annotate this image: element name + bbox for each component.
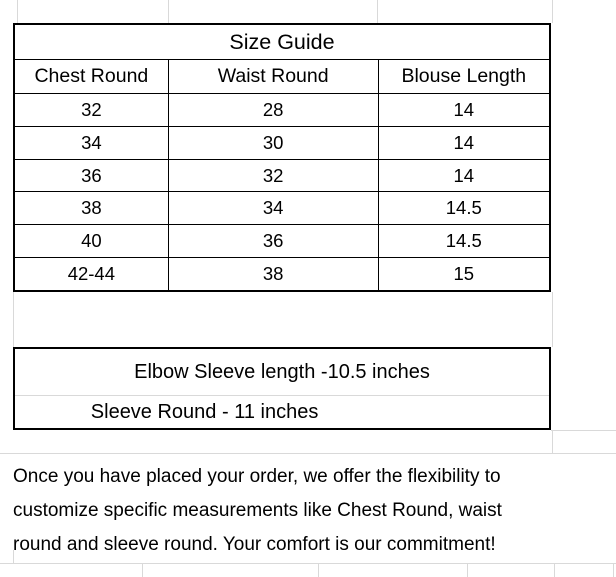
customization-note-line: round and sleeve round. Your comfort is … bbox=[13, 534, 496, 555]
cell-waist: 36 bbox=[167, 225, 378, 258]
cell-length: 14.5 bbox=[377, 225, 549, 258]
cell-length: 15 bbox=[377, 258, 549, 290]
size-guide-title: Size Guide bbox=[15, 25, 549, 60]
gridline bbox=[168, 0, 169, 23]
cell-chest: 38 bbox=[81, 197, 102, 219]
gridline bbox=[142, 563, 143, 577]
table-row: 38 34 14.5 bbox=[15, 191, 549, 225]
table-row: 34 30 14 bbox=[15, 125, 549, 159]
cell-length: 14 bbox=[377, 126, 549, 159]
gridline bbox=[17, 0, 18, 23]
gridline bbox=[552, 0, 553, 23]
gridline bbox=[551, 430, 616, 431]
column-header-chest-round: Chest Round bbox=[34, 65, 149, 87]
cell-waist: 38 bbox=[167, 258, 378, 290]
cell-chest: 32 bbox=[81, 98, 102, 120]
cell-waist: 30 bbox=[167, 126, 378, 159]
cell-chest: 34 bbox=[81, 131, 102, 153]
sleeve-round-row: Sleeve Round - 11 inches bbox=[15, 395, 549, 428]
column-header-blouse-length: Blouse Length bbox=[377, 60, 549, 93]
sleeve-round: Sleeve Round - 11 inches bbox=[90, 400, 319, 423]
cell-chest: 40 bbox=[81, 230, 102, 252]
gridline bbox=[467, 563, 468, 577]
table-row: 36 32 14 bbox=[15, 158, 549, 192]
table-row: 40 36 14.5 bbox=[15, 224, 549, 258]
gridline bbox=[0, 453, 616, 454]
gridline bbox=[0, 563, 616, 564]
elbow-sleeve-length: Elbow Sleeve length -10.5 inches bbox=[134, 360, 430, 383]
cell-chest: 36 bbox=[81, 164, 102, 186]
gridline bbox=[377, 0, 378, 23]
size-guide-table: Size Guide Chest Round Waist Round Blous… bbox=[13, 23, 551, 292]
gridline bbox=[554, 563, 555, 577]
size-guide-header-row: Chest Round Waist Round Blouse Length bbox=[15, 60, 549, 93]
customization-note: Once you have placed your order, we offe… bbox=[13, 460, 502, 562]
gridline bbox=[613, 563, 614, 577]
cell-chest: 42-44 bbox=[67, 263, 116, 285]
gridline bbox=[552, 430, 553, 453]
column-header-waist-round: Waist Round bbox=[167, 60, 378, 93]
cell-waist: 28 bbox=[167, 94, 378, 126]
cell-length: 14.5 bbox=[377, 192, 549, 225]
cell-waist: 32 bbox=[167, 159, 378, 192]
sleeve-info-box: Elbow Sleeve length -10.5 inches Sleeve … bbox=[13, 347, 551, 430]
cell-waist: 34 bbox=[167, 192, 378, 225]
cell-length: 14 bbox=[377, 94, 549, 126]
gridline bbox=[13, 550, 14, 563]
customization-note-line: Once you have placed your order, we offe… bbox=[13, 466, 501, 487]
gridline bbox=[552, 292, 553, 347]
cell-length: 14 bbox=[377, 159, 549, 192]
table-row: 42-44 38 15 bbox=[15, 257, 549, 290]
gridline bbox=[318, 563, 319, 577]
gridline bbox=[13, 292, 14, 347]
table-row: 32 28 14 bbox=[15, 93, 549, 126]
customization-note-line: customize specific measurements like Che… bbox=[13, 500, 502, 521]
